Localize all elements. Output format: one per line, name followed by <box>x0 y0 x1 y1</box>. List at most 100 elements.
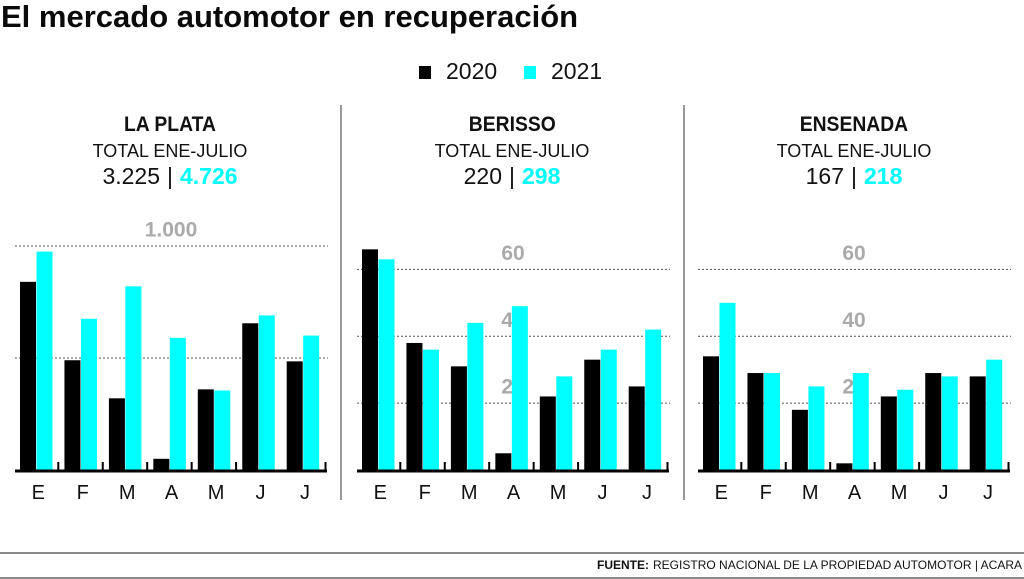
bar-berisso-2021-6 <box>645 329 662 470</box>
bar-berisso-2021-0 <box>378 259 395 470</box>
panel-subtitle-la-plata: TOTAL ENE-JULIO <box>92 141 248 161</box>
x-tick-label-berisso-1: F <box>419 482 431 504</box>
x-tick-ensenada-5 <box>1007 462 1010 470</box>
source-text: REGISTRO NACIONAL DE LA PROPIEDAD AUTOMO… <box>653 558 1022 572</box>
panel-subtitle-ensenada: TOTAL ENE-JULIO <box>776 141 932 161</box>
bar-ensenada-2021-2 <box>808 386 825 470</box>
bar-ensenada-2020-4 <box>880 396 897 470</box>
bar-la-plata-2021-0 <box>36 251 53 470</box>
total-2020: 3.225 <box>102 163 160 189</box>
panel-totals-ensenada: 167 | 218 <box>694 165 1014 188</box>
gridline-label-ensenada-2: 60 <box>842 242 865 265</box>
x-tick-label-ensenada-1: F <box>760 482 772 504</box>
x-tick-label-ensenada-2: M <box>802 482 819 504</box>
x-tick-label-berisso-3: A <box>507 482 521 504</box>
bar-la-plata-2020-0 <box>20 281 36 470</box>
bar-la-plata-2020-1 <box>64 360 81 470</box>
bar-la-plata-2021-1 <box>80 318 97 470</box>
bar-berisso-2020-3 <box>495 453 512 470</box>
bar-ensenada-2021-3 <box>852 373 869 470</box>
x-tick-ensenada-1 <box>784 462 787 470</box>
x-tick-label-la-plata-0: E <box>32 482 45 504</box>
bar-ensenada-2021-5 <box>941 376 958 470</box>
panel-divider <box>683 105 685 500</box>
x-tick-label-berisso-2: M <box>461 482 478 504</box>
source-label: FUENTE: <box>597 558 650 572</box>
total-2021: 218 <box>863 163 903 189</box>
x-tick-ensenada-0 <box>740 462 743 470</box>
x-tick-label-ensenada-0: E <box>715 482 728 504</box>
panel-totals-berisso: 220 | 298 <box>352 165 672 188</box>
x-tick-label-ensenada-4: M <box>891 482 908 504</box>
x-tick-berisso-2 <box>488 462 491 470</box>
bar-la-plata-2021-5 <box>258 315 275 470</box>
bar-la-plata-2020-2 <box>108 398 125 470</box>
footer-source: FUENTE: REGISTRO NACIONAL DE LA PROPIEDAD… <box>597 559 1022 571</box>
gridline-label-berisso-2: 60 <box>501 242 524 265</box>
x-tick-label-berisso-0: E <box>374 482 387 504</box>
x-tick-berisso-1 <box>443 462 446 470</box>
chart-ensenada: 204060EFMAMJJ <box>698 242 1011 504</box>
legend-swatch-2020 <box>419 66 431 79</box>
panel-title-la-plata: LA PLATA <box>10 114 330 135</box>
x-tick-la-plata-5 <box>324 462 327 470</box>
panel-title-berisso: BERISSO <box>352 114 672 135</box>
bar-la-plata-2020-5 <box>242 323 259 470</box>
x-tick-label-la-plata-4: M <box>208 482 225 504</box>
x-tick-label-la-plata-6: J <box>300 482 310 504</box>
bar-ensenada-2020-5 <box>925 373 942 470</box>
x-tick-berisso-5 <box>666 462 669 470</box>
bar-berisso-2020-1 <box>406 342 423 470</box>
x-tick-label-la-plata-1: F <box>77 482 89 504</box>
x-tick-la-plata-3 <box>190 462 193 470</box>
x-tick-la-plata-4 <box>235 462 238 470</box>
bar-la-plata-2021-3 <box>169 337 186 470</box>
x-tick-berisso-0 <box>399 462 402 470</box>
legend-label-2021: 2021 <box>551 58 603 84</box>
bar-ensenada-2020-6 <box>969 376 986 470</box>
panel-title-ensenada: ENSENADA <box>694 114 1014 135</box>
legend-swatch-2021 <box>524 66 536 79</box>
bar-berisso-2020-2 <box>450 366 467 470</box>
chart-la-plata: 1.000 E F M A M J J <box>15 219 328 504</box>
panel-title-text: LA PLATA <box>124 113 216 136</box>
x-tick-label-ensenada-6: J <box>983 482 993 504</box>
x-tick-label-ensenada-5: J <box>939 482 949 504</box>
bar-la-plata-2021-2 <box>125 286 142 470</box>
bar-berisso-2021-4 <box>556 376 573 470</box>
panel-totals-la-plata: 3.225 | 4.726 <box>10 165 330 188</box>
bar-ensenada-2020-1 <box>747 373 764 470</box>
bar-ensenada-2021-0 <box>719 302 736 470</box>
panel-title-text: ENSENADA <box>799 113 909 136</box>
bar-berisso-2021-5 <box>600 349 617 470</box>
bar-ensenada-2020-2 <box>791 409 808 470</box>
bar-ensenada-2021-4 <box>897 389 914 470</box>
total-2020: 167 <box>805 163 844 189</box>
bar-berisso-2020-4 <box>539 396 556 470</box>
gridline-label-ensenada-1: 40 <box>842 309 865 332</box>
panel-subtitle-berisso: TOTAL ENE-JULIO <box>434 141 590 161</box>
x-tick-la-plata-2 <box>146 462 149 470</box>
total-2021: 298 <box>521 163 561 189</box>
bar-ensenada-2020-0 <box>703 356 719 470</box>
x-tick-berisso-4 <box>577 462 580 470</box>
panel-divider <box>340 105 342 500</box>
bar-ensenada-2021-1 <box>763 373 780 470</box>
x-tick-label-berisso-5: J <box>598 482 608 504</box>
bar-berisso-2020-5 <box>584 359 601 470</box>
x-tick-la-plata-0 <box>57 462 60 470</box>
page-title: El mercado automotor en recuperación <box>1 0 579 34</box>
x-tick-label-berisso-6: J <box>642 482 652 504</box>
bar-berisso-2020-6 <box>628 386 645 470</box>
bar-la-plata-2021-4 <box>214 390 231 470</box>
total-separator: | <box>509 163 515 189</box>
x-tick-label-la-plata-2: M <box>119 482 136 504</box>
bar-berisso-2020-0 <box>362 249 378 470</box>
x-tick-ensenada-2 <box>829 462 832 470</box>
total-2021: 4.726 <box>179 163 238 189</box>
bar-ensenada-2021-6 <box>986 359 1003 470</box>
x-tick-berisso-3 <box>532 462 535 470</box>
bar-la-plata-2020-6 <box>286 361 303 470</box>
bar-la-plata-2020-3 <box>153 458 170 470</box>
